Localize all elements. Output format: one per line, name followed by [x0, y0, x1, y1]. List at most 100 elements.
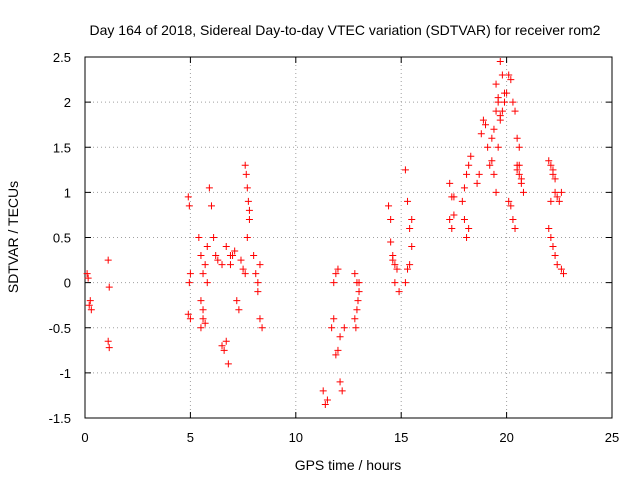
data-point [549, 243, 557, 251]
data-point [199, 270, 207, 278]
data-point [513, 134, 521, 142]
data-point [505, 71, 513, 79]
data-point [237, 256, 245, 264]
x-tick-label: 0 [81, 430, 88, 445]
data-point [549, 166, 557, 174]
data-point [492, 188, 500, 196]
data-point [199, 306, 207, 314]
data-point [560, 270, 568, 278]
data-point [330, 279, 338, 287]
data-point [458, 197, 466, 205]
data-point [553, 193, 561, 201]
data-point [450, 193, 458, 201]
data-point [226, 252, 234, 260]
data-point [446, 215, 454, 223]
data-point [199, 315, 207, 323]
data-point [404, 197, 412, 205]
data-point [340, 324, 348, 332]
data-point [241, 161, 249, 169]
data-point [104, 337, 112, 345]
data-point [505, 197, 513, 205]
data-point [408, 215, 416, 223]
data-point [241, 270, 249, 278]
data-point [389, 252, 397, 260]
data-point [448, 224, 456, 232]
data-point [401, 279, 409, 287]
data-point [465, 161, 473, 169]
data-point [321, 400, 329, 408]
data-point [490, 170, 498, 178]
data-point [256, 261, 264, 269]
y-tick-label: 1.5 [53, 140, 71, 155]
y-tick-label: -0.5 [49, 321, 71, 336]
data-point [186, 315, 194, 323]
x-tick-label: 25 [605, 430, 619, 445]
data-point [446, 179, 454, 187]
data-point [195, 234, 203, 241]
grid [85, 57, 612, 418]
y-tick-label: 0.5 [53, 231, 71, 246]
data-point [355, 288, 363, 296]
y-tick-label: -1.5 [49, 411, 71, 426]
data-point [511, 107, 519, 115]
x-tick-label: 5 [187, 430, 194, 445]
data-point [84, 274, 92, 282]
data-point [83, 270, 91, 278]
data-point [207, 202, 215, 210]
data-point [482, 121, 490, 129]
data-point [332, 351, 340, 359]
data-point [387, 238, 395, 246]
data-point [551, 252, 559, 260]
ticks: 0 5 10 15 20 25 -1.5 -1 -0.5 0 0.5 1 1.5 2 2.5 [49, 50, 620, 445]
data-point [220, 346, 228, 354]
plot-area [84, 56, 613, 419]
data-point [336, 333, 344, 341]
data-point [509, 98, 517, 106]
data-point [203, 279, 211, 287]
data-point [545, 157, 553, 165]
data-point [391, 261, 399, 269]
data-point [254, 288, 262, 296]
data-point [515, 143, 523, 151]
data-point [203, 243, 211, 251]
data-point [254, 279, 262, 287]
data-point [500, 98, 508, 106]
data-point [226, 261, 234, 269]
data-point [496, 112, 504, 120]
x-axis-label: GPS time / hours [295, 457, 402, 473]
y-axis-label: SDTVAR / TECUs [5, 181, 21, 293]
data-point [547, 234, 555, 241]
data-point [319, 387, 327, 395]
data-point [214, 256, 222, 264]
data-point [338, 387, 346, 395]
data-point [218, 342, 226, 350]
data-point [242, 170, 250, 178]
data-point [184, 310, 192, 318]
data-point [496, 58, 504, 66]
data-point [332, 270, 340, 278]
data-point [406, 261, 414, 269]
data-point [488, 134, 496, 142]
data-point [323, 396, 331, 404]
y-tick-label: 0 [64, 276, 71, 291]
x-tick-label: 20 [499, 430, 513, 445]
data-point [239, 265, 247, 273]
data-point [488, 157, 496, 165]
y-tick-label: 1 [64, 185, 71, 200]
data-point [498, 107, 506, 115]
data-point [105, 283, 113, 291]
data-point [467, 152, 475, 160]
data-point [385, 202, 393, 210]
data-point [408, 243, 416, 251]
data-point [551, 175, 559, 183]
data-point [222, 337, 230, 345]
y-tick-label: -1 [59, 366, 71, 381]
data-point [197, 297, 205, 305]
data-point [351, 315, 359, 323]
data-point [330, 315, 338, 323]
data-point [218, 261, 226, 269]
data-point [519, 188, 527, 196]
data-point [243, 234, 251, 241]
data-point [507, 202, 515, 210]
data-point [334, 346, 342, 354]
